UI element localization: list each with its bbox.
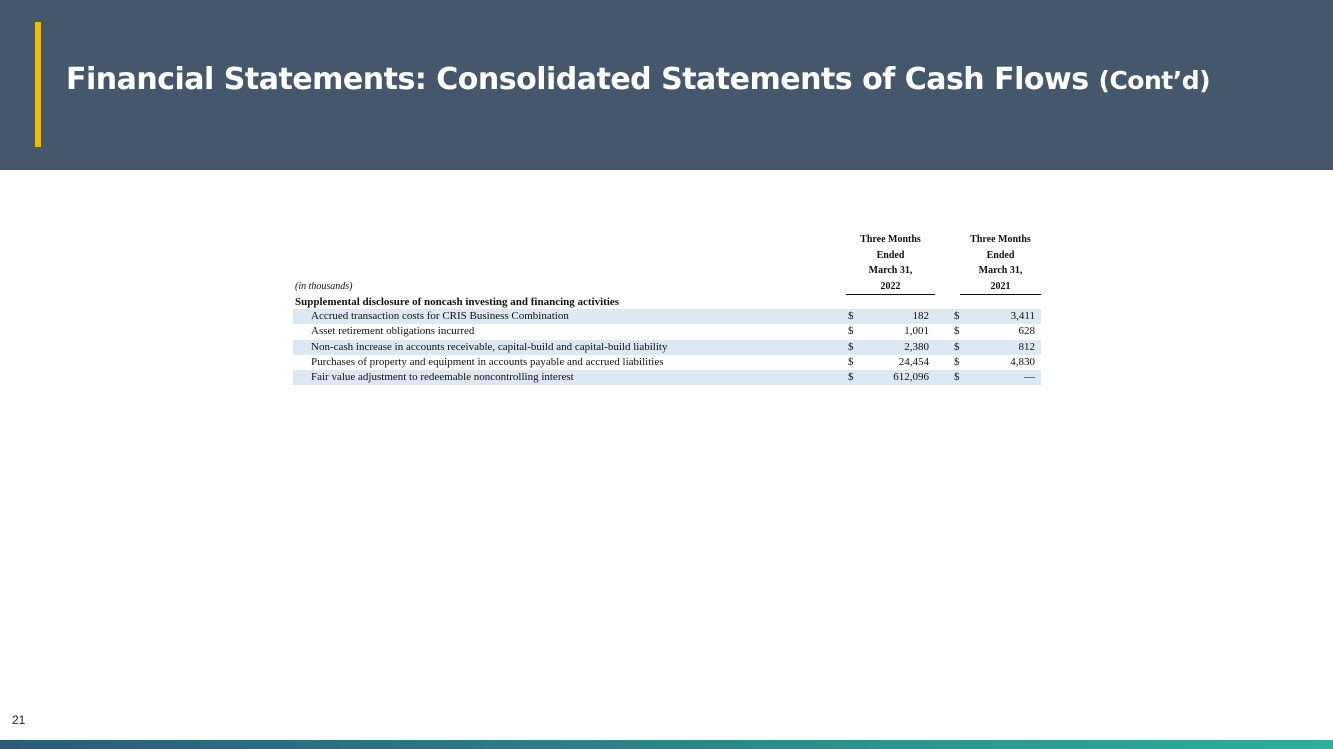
currency: $ [848,325,854,338]
table-row: Non-cash increase in accounts receivable… [293,339,1041,355]
header-line: March 31, [978,265,1023,276]
value-2022: 24,454 [898,355,929,368]
currency: $ [954,310,960,322]
table-row: Purchases of property and equipment in a… [293,355,1041,370]
row-label: Accrued transaction costs for CRIS Busin… [311,310,569,322]
column-header: Three Months Ended March 31, 2022 [846,232,935,295]
value-2021: 3,411 [1010,310,1035,322]
currency: $ [954,340,960,353]
row-label: Fair value adjustment to redeemable nonc… [311,371,574,384]
currency: $ [954,371,960,384]
currency: $ [848,371,854,384]
value-2021: — [1024,371,1035,384]
accent-bar [35,22,41,147]
header-band [0,0,1333,170]
header-line: Three Months [860,234,921,245]
header-line: March 31, [868,265,913,276]
row-label: Non-cash increase in accounts receivable… [311,340,668,353]
currency: $ [954,325,960,338]
currency: $ [848,310,854,322]
value-2022: 182 [912,310,930,322]
currency: $ [954,355,960,368]
row-label: Purchases of property and equipment in a… [311,355,664,368]
row-label: Asset retirement obligations incurred [311,325,475,338]
page-number: 21 [12,713,26,727]
title-suffix: (Cont’d) [1098,66,1211,95]
value-2022: 612,096 [893,371,929,384]
header-line: Three Months [970,234,1031,245]
table-row: Asset retirement obligations incurred $1,… [293,324,1041,339]
value-2021: 4,830 [1010,355,1035,368]
footer-bar [0,740,1333,749]
header-line: Ended [876,249,905,261]
title-text: Financial Statements: Consolidated State… [66,62,1089,97]
value-2022: 1,001 [904,325,929,338]
currency: $ [848,355,854,368]
header-line: 2022 [880,280,901,292]
slide-title: Financial Statements: Consolidated State… [66,62,1211,97]
currency: $ [848,340,854,353]
header-line: 2021 [990,280,1011,292]
value-2022: 2,380 [904,340,929,353]
column-header: Three Months Ended March 31, 2021 [960,232,1041,295]
value-2021: 812 [1018,340,1036,353]
unit-note: (in thousands) [295,281,353,292]
table-row: Accrued transaction costs for CRIS Busin… [293,309,1041,324]
header-line: Ended [986,249,1015,261]
section-heading: Supplemental disclosure of noncash inves… [295,296,620,308]
table-row: Fair value adjustment to redeemable nonc… [293,370,1041,386]
value-2021: 628 [1018,325,1036,338]
